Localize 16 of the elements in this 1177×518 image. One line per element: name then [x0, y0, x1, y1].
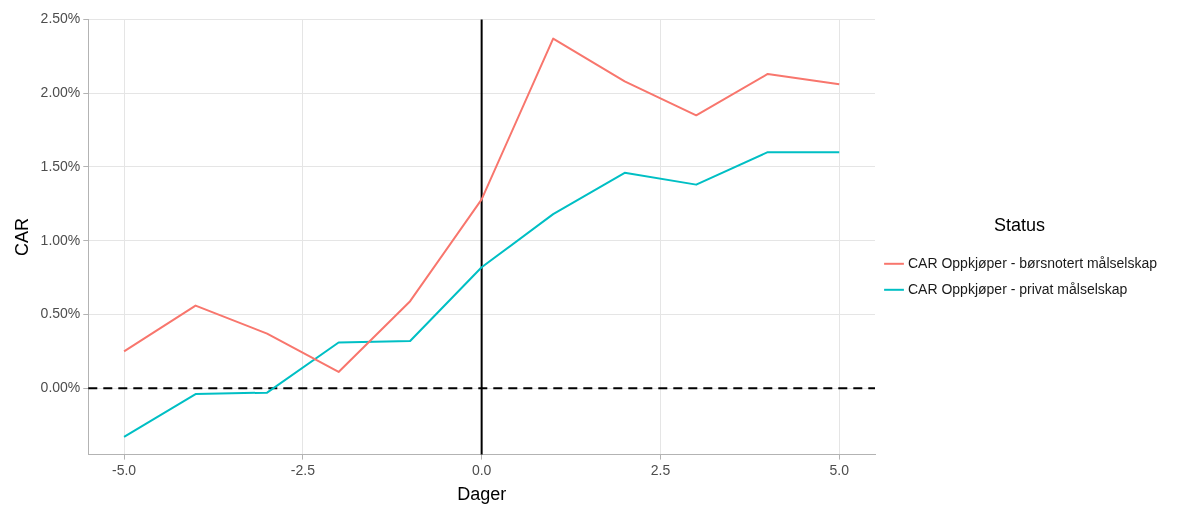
y-tick-label: 0.00% — [40, 379, 81, 396]
y-tick-label: 2.00% — [40, 84, 81, 101]
legend-title: Status — [993, 215, 1046, 236]
x-tick-label: 0.0 — [471, 461, 492, 478]
legend-label: CAR Oppkjøper - børsnotert målselskap — [908, 254, 1158, 271]
y-tick-label: 0.50% — [40, 305, 81, 322]
x-tick-label: 2.5 — [650, 461, 671, 478]
legend-label: CAR Oppkjøper - privat målselskap — [908, 280, 1128, 297]
y-axis-title: CAR — [11, 217, 32, 257]
y-tick-label: 1.00% — [40, 231, 81, 248]
y-tick-label: 1.50% — [40, 157, 81, 174]
x-axis-title: Dager — [457, 484, 507, 505]
x-tick-label: -2.5 — [290, 461, 316, 478]
x-tick-label: -5.0 — [111, 461, 137, 478]
x-tick-label: 5.0 — [829, 461, 850, 478]
y-tick-label: 2.50% — [40, 10, 81, 27]
